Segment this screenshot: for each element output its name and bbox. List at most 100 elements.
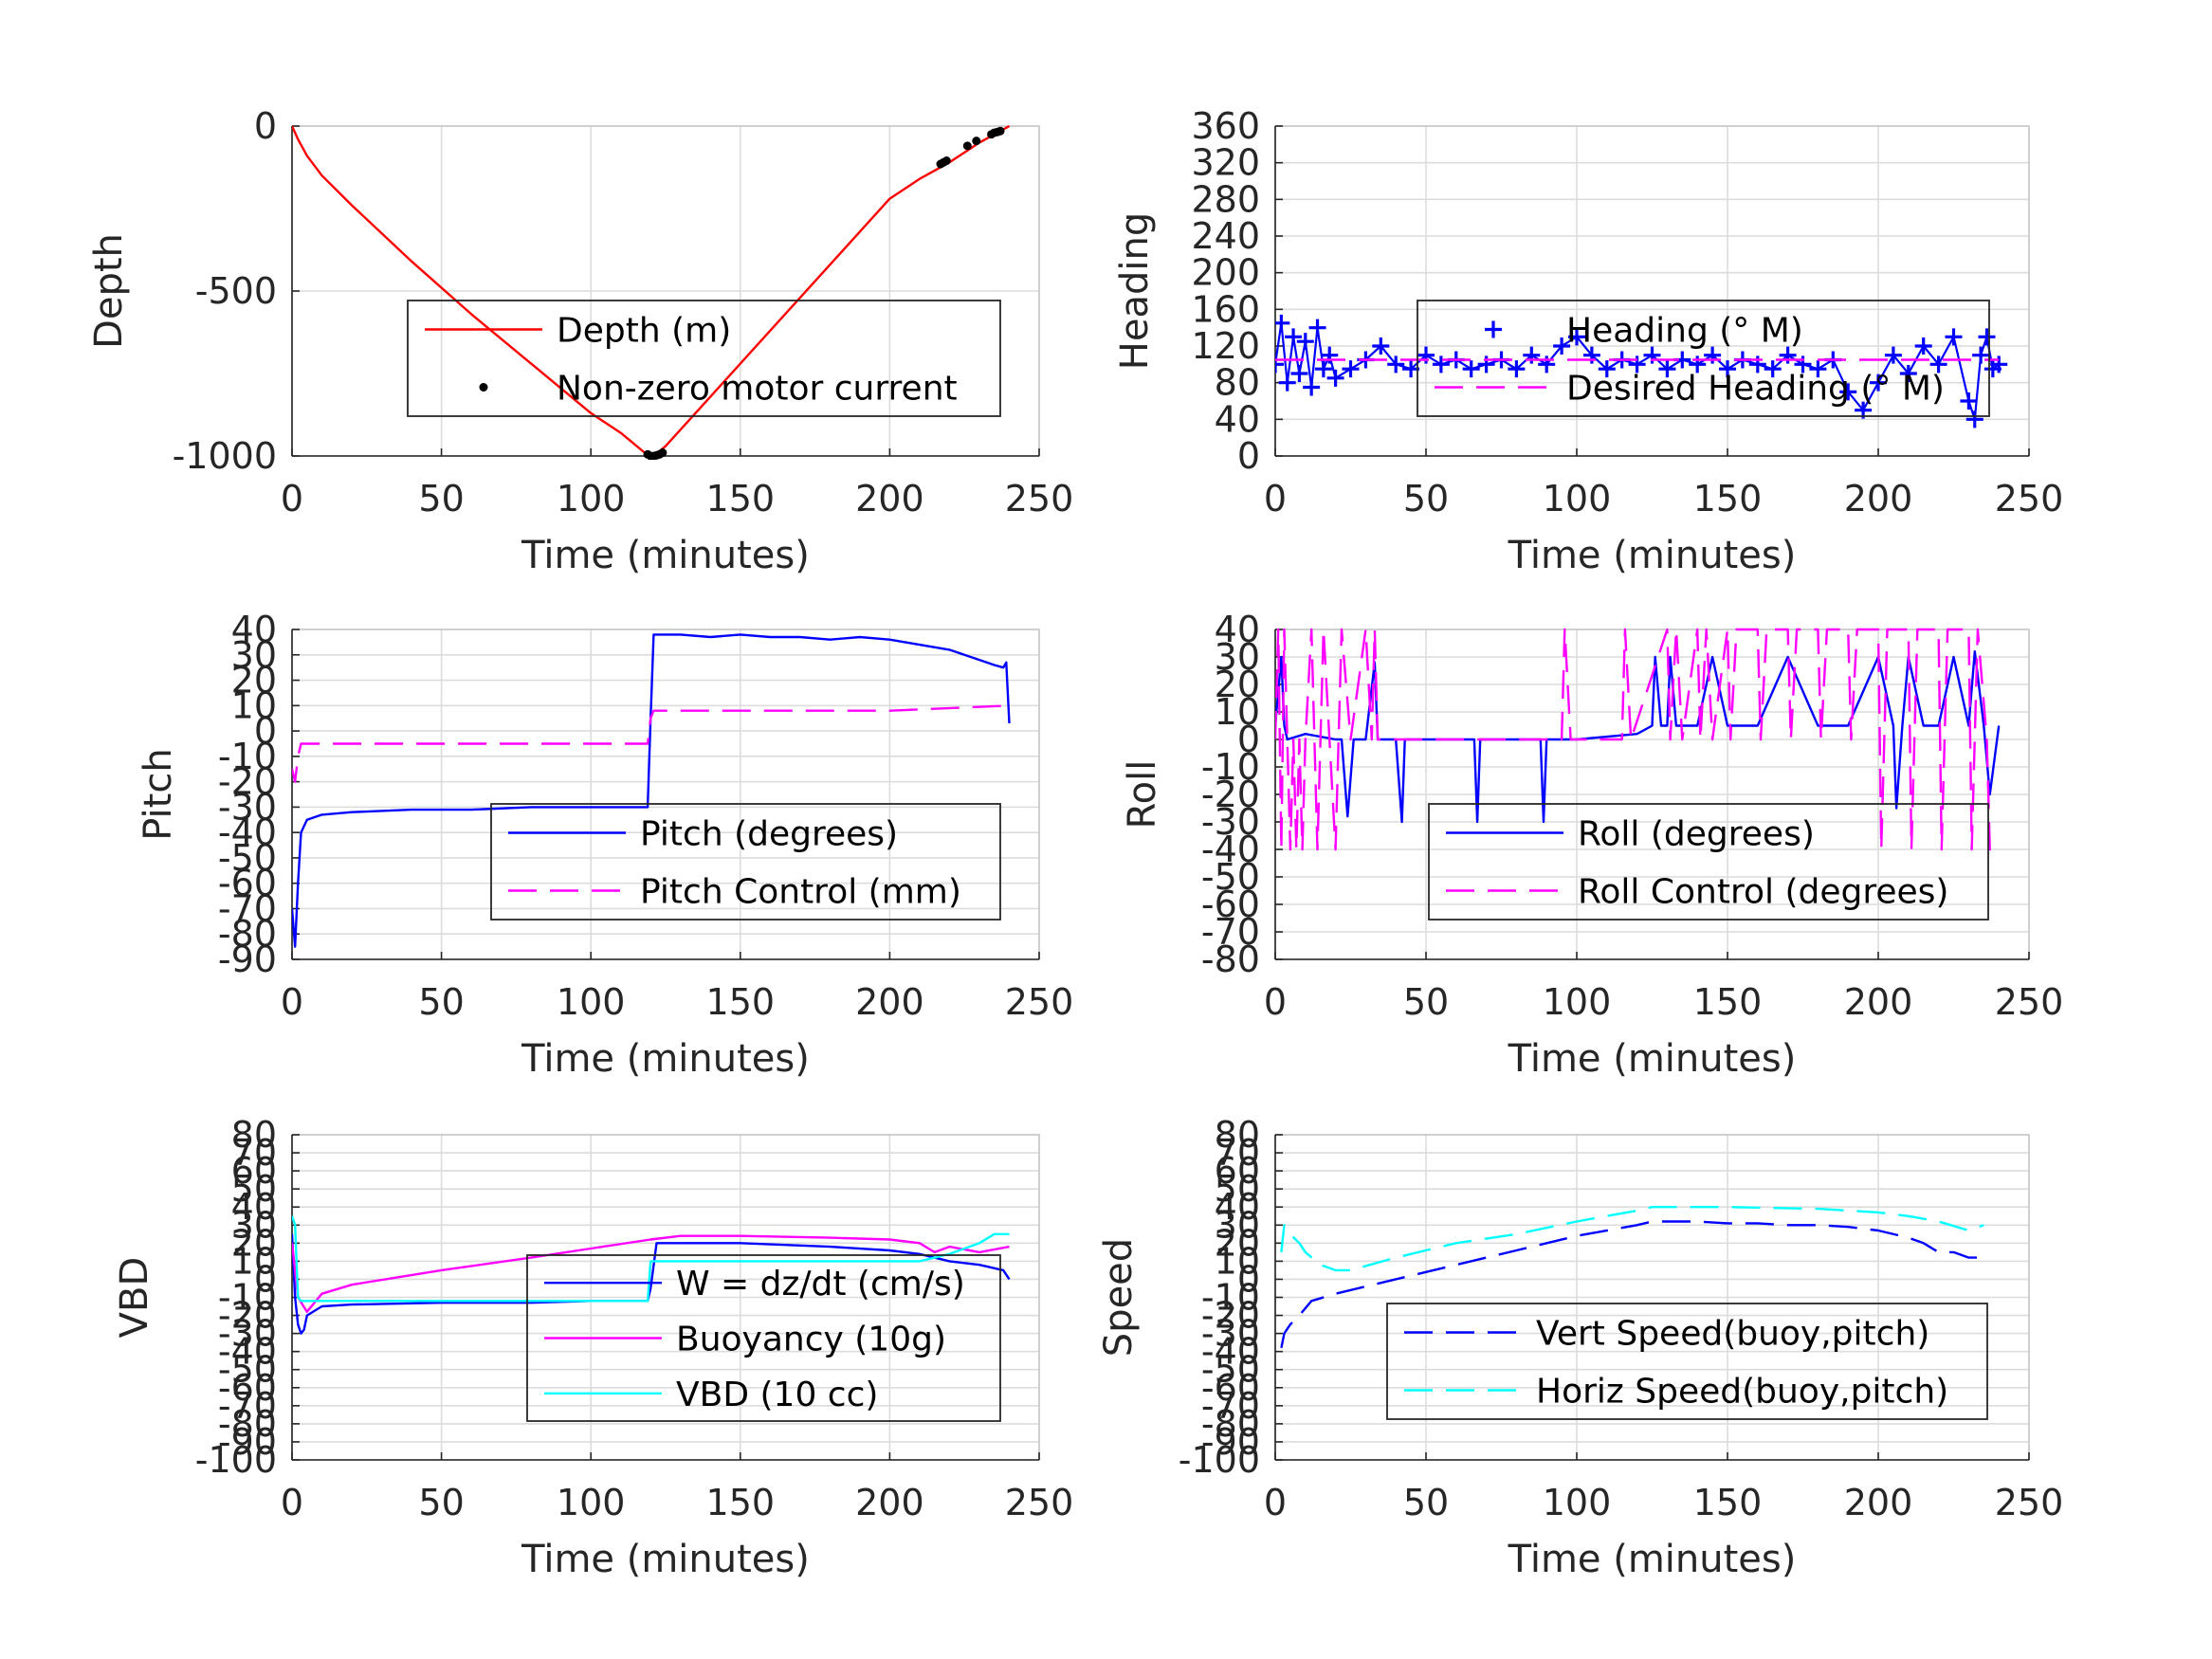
legend-entry-label: W = dz/dt (cm/s) (676, 1265, 965, 1304)
series-1-point (1598, 360, 1616, 378)
y-tick-label: 80 (1215, 1114, 1260, 1156)
subplot-3: 0 50 100 150 200 250403020100-10-20-30-40-50-… (137, 609, 1073, 1081)
y-tick-label: -50 (1201, 1349, 1260, 1391)
series-1-line (1280, 1220, 1984, 1349)
series-2-point (962, 141, 972, 151)
legend: Heading (° M) Desired Heading (° M) (1417, 300, 1990, 417)
x-tick-label: 150 (1693, 981, 1763, 1023)
x-axis-label: Time (minutes) (1508, 1037, 1797, 1081)
x-tick-label: 100 (557, 1482, 626, 1523)
series-1-point (1884, 346, 1902, 364)
legend-entry-label: Pitch Control (mm) (640, 873, 961, 912)
series-1-point (1314, 360, 1332, 378)
y-tick-label: 0 (254, 105, 277, 147)
y-tick-label: 70 (231, 1132, 277, 1174)
y-tick-label: -50 (218, 837, 277, 879)
x-tick-label: 0 (281, 981, 303, 1023)
x-axis-label: Time (minutes) (1508, 534, 1797, 577)
x-tick-label: 100 (1543, 981, 1612, 1023)
series-1-point (1965, 410, 1983, 428)
series-1-line (1275, 650, 2001, 824)
subplot-4: 0 50 100 150 200 250403020100-10-20-30-40-50-… (1121, 609, 2063, 1081)
y-axis-label: VBD (113, 1257, 156, 1339)
y-tick-label: 280 (1191, 178, 1260, 220)
y-tick-label: -500 (195, 270, 277, 312)
series-1-point (1553, 337, 1571, 355)
series-1-point (1899, 365, 1917, 382)
y-tick-label: -70 (218, 887, 277, 929)
x-tick-label: 200 (1844, 478, 1913, 520)
legend: Roll (degrees) Roll Control (degrees) (1428, 803, 1989, 921)
legend: Depth (m) Non-zero motor current (407, 300, 1001, 417)
y-tick-label: 10 (231, 684, 277, 726)
x-tick-label: 0 (281, 478, 303, 520)
y-tick-label: -30 (1201, 1313, 1260, 1355)
series-2-line (292, 1234, 1010, 1313)
x-tick-label: 100 (1543, 1482, 1612, 1523)
legend-entry-label: Depth (m) (557, 312, 731, 351)
series-1-point (1285, 328, 1303, 346)
x-tick-label: 0 (1264, 478, 1287, 520)
legend-box (1417, 300, 1990, 417)
legend-entry-label: Vert Speed(buoy,pitch) (1536, 1315, 1929, 1354)
series-1-point (1809, 360, 1827, 378)
x-axis-label: Time (minutes) (521, 534, 810, 577)
legend-entry-label: VBD (10 cc) (676, 1376, 878, 1414)
series-1-point (1929, 356, 1947, 374)
x-tick-label: 50 (418, 1482, 464, 1523)
x-tick-label: 0 (1264, 981, 1287, 1023)
y-tick-label: -20 (1201, 774, 1260, 815)
y-tick-label: -60 (1201, 1367, 1260, 1409)
y-tick-label: 30 (1215, 1204, 1260, 1246)
y-tick-label: -50 (218, 1349, 277, 1391)
series-2-line (1280, 1205, 1984, 1272)
y-tick-label: -40 (218, 1331, 277, 1373)
subplot-1: 0 50 100 150 200 250 0 -500 -1000 Time (minutes) D… (87, 105, 1073, 577)
y-tick-label: 60 (1215, 1150, 1260, 1192)
legend-entry-label: Non-zero motor current (557, 370, 958, 409)
y-tick-label: -100 (195, 1439, 277, 1481)
y-tick-label: 80 (231, 1114, 277, 1156)
y-tick-label: 40 (1215, 609, 1260, 650)
y-tick-label: 0 (1237, 719, 1260, 760)
y-tick-label: 200 (1191, 252, 1260, 294)
y-tick-label: 70 (1215, 1132, 1260, 1174)
y-tick-label: -1000 (173, 435, 277, 477)
legend: Pitch (degrees) Pitch Control (mm) (490, 803, 1001, 921)
series-area (292, 633, 1011, 948)
series-1-point (1870, 374, 1887, 392)
y-tick-label: 20 (231, 1222, 277, 1264)
series-1-point (1960, 392, 1978, 410)
x-tick-label: 50 (1403, 1482, 1449, 1523)
series-1-point (1978, 328, 1996, 346)
series-area (1280, 1205, 1984, 1349)
series-1-point (1387, 356, 1405, 374)
legend-entry-label: Horiz Speed(buoy,pitch) (1536, 1373, 1948, 1412)
y-tick-label: -30 (218, 1313, 277, 1355)
legend-entry-label: Roll Control (degrees) (1578, 873, 1948, 912)
series-1-point (1275, 356, 1284, 374)
x-tick-label: 150 (1693, 1482, 1763, 1523)
series-1-line (292, 633, 1011, 948)
y-tick-label: -80 (218, 913, 277, 955)
x-tick-label: 50 (1403, 478, 1449, 520)
legend: Vert Speed(buoy,pitch) Horiz Speed(buoy,p… (1386, 1303, 1988, 1420)
legend-entry-label: Desired Heading (° M) (1566, 370, 1945, 409)
y-tick-label: 20 (1215, 1222, 1260, 1264)
series-1-point (1719, 360, 1736, 378)
series-area (1275, 628, 2001, 851)
series-2-point (996, 126, 1005, 136)
series-1-point (1296, 333, 1314, 351)
x-tick-label: 100 (557, 478, 626, 520)
y-tick-label: 0 (1237, 1258, 1260, 1300)
x-tick-label: 50 (1403, 981, 1449, 1023)
y-tick-label: 10 (1215, 1240, 1260, 1282)
series-2-point (658, 448, 667, 458)
legend-entry-label: Pitch (degrees) (640, 815, 898, 854)
legend-marker (1485, 320, 1502, 338)
x-tick-label: 150 (706, 478, 776, 520)
y-tick-label: 320 (1191, 142, 1260, 184)
series-1-point (1462, 360, 1480, 378)
x-tick-label: 250 (1005, 478, 1074, 520)
series-1-point (1303, 378, 1321, 396)
